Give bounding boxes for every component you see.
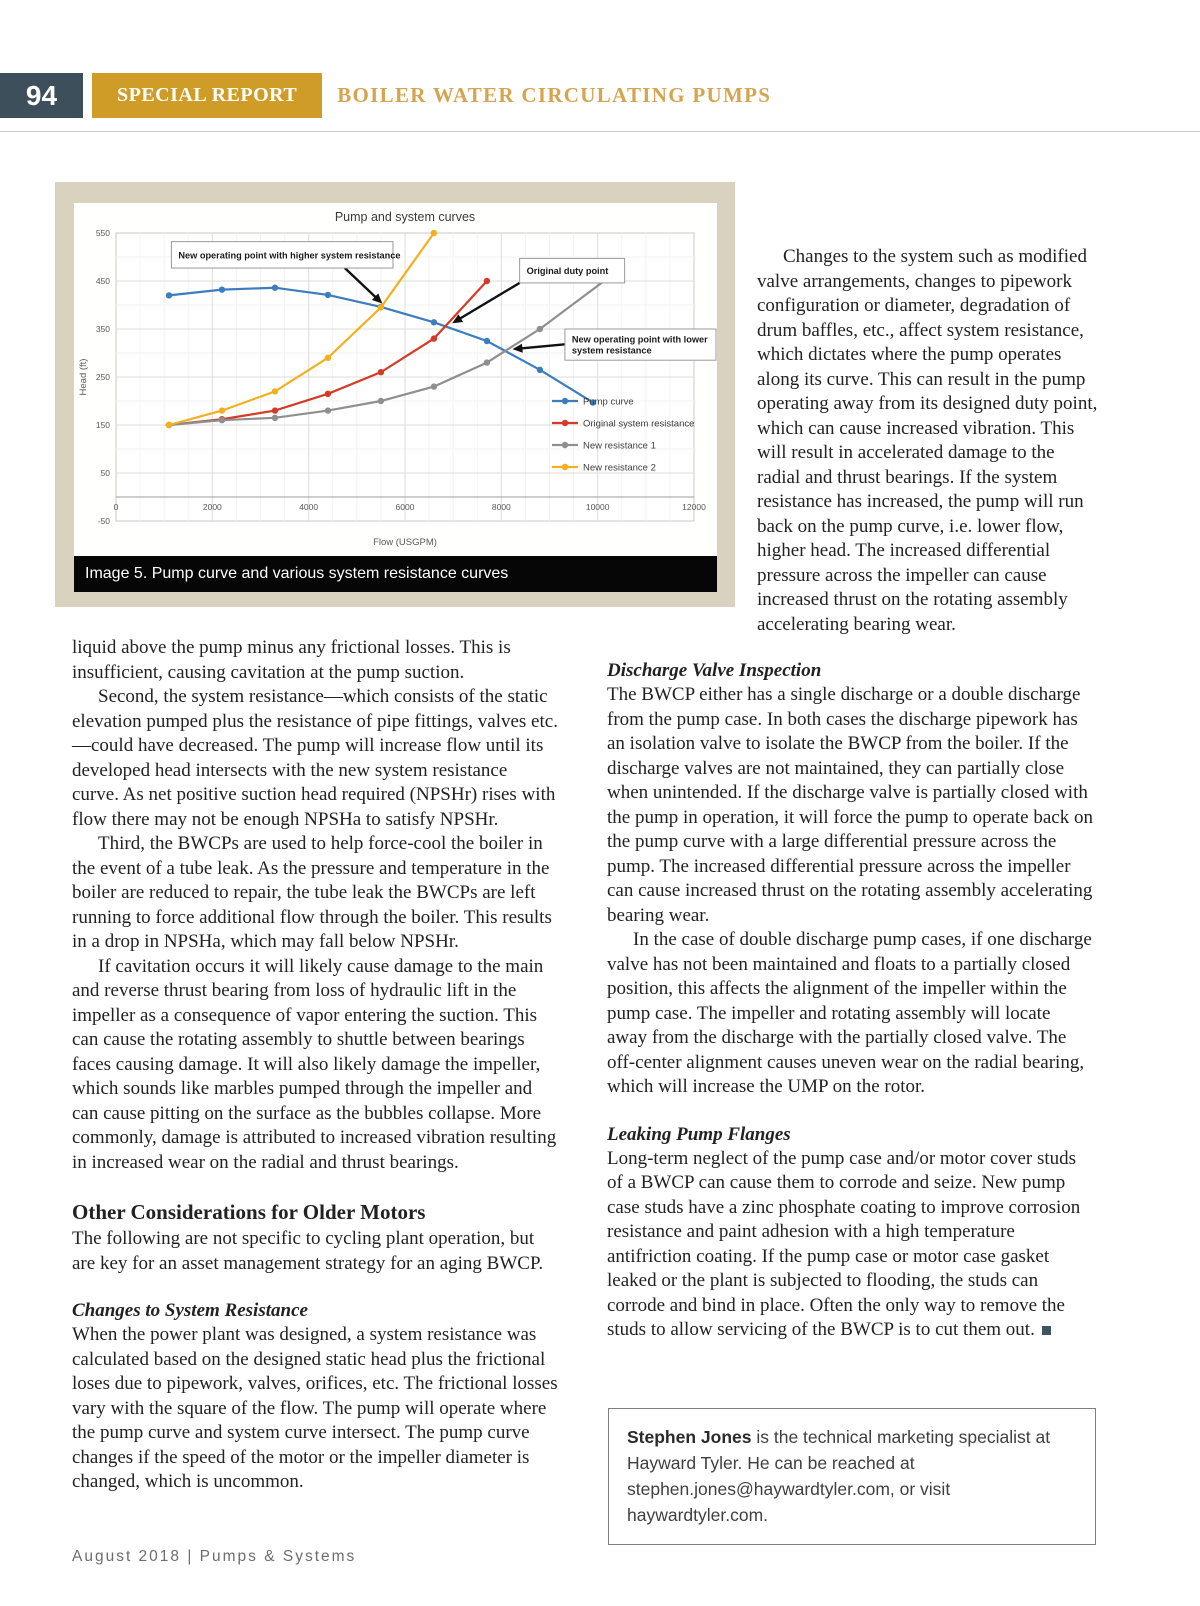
paragraph: liquid above the pump minus any friction… xyxy=(72,637,511,683)
svg-text:6000: 6000 xyxy=(396,502,415,512)
author-bio-box: Stephen Jones is the technical marketing… xyxy=(608,1408,1096,1545)
paragraph: If cavitation occurs it will likely caus… xyxy=(72,955,557,1173)
svg-text:New operating point with lower: New operating point with lower xyxy=(572,335,708,345)
svg-text:New resistance 1: New resistance 1 xyxy=(583,441,656,452)
svg-text:8000: 8000 xyxy=(492,502,511,512)
svg-text:Flow (USGPM): Flow (USGPM) xyxy=(373,537,437,548)
svg-text:Original system resistance: Original system resistance xyxy=(583,419,694,430)
svg-text:-50: -50 xyxy=(98,516,111,526)
paragraph: Changes to the system such as modified v… xyxy=(757,246,1098,635)
figure-caption: Image 5. Pump curve and various system r… xyxy=(74,556,717,592)
intro-paragraph-block: Changes to the system such as modified v… xyxy=(757,245,1098,637)
header-divider xyxy=(0,131,1200,132)
svg-text:350: 350 xyxy=(96,324,110,334)
svg-text:4000: 4000 xyxy=(299,502,318,512)
paragraph-text: Long-term neglect of the pump case and/o… xyxy=(607,1147,1081,1341)
svg-text:New resistance 2: New resistance 2 xyxy=(583,463,656,474)
svg-text:Pump curve: Pump curve xyxy=(583,397,634,408)
left-column: liquid above the pump minus any friction… xyxy=(72,636,558,1495)
svg-text:150: 150 xyxy=(96,420,110,430)
paragraph: Third, the BWCPs are used to help force-… xyxy=(72,833,552,952)
paragraph: Second, the system resistance—which cons… xyxy=(72,686,558,830)
author-bio-text: is the technical marketing specialist at… xyxy=(627,1427,1051,1525)
page-footer: August 2018 | Pumps & Systems xyxy=(72,1548,357,1565)
svg-text:50: 50 xyxy=(101,468,111,478)
svg-text:New operating point with highe: New operating point with higher system r… xyxy=(178,250,400,260)
special-report-badge: SPECIAL REPORT xyxy=(92,73,323,118)
svg-text:0: 0 xyxy=(114,502,119,512)
svg-text:2000: 2000 xyxy=(203,502,222,512)
svg-text:450: 450 xyxy=(96,276,110,286)
svg-text:550: 550 xyxy=(96,228,110,238)
paragraph: The BWCP either has a single discharge o… xyxy=(607,684,1093,926)
svg-text:10000: 10000 xyxy=(586,502,610,512)
subsection-heading: Leaking Pump Flanges xyxy=(607,1123,791,1145)
svg-text:Head (ft): Head (ft) xyxy=(78,359,89,396)
end-of-article-marker xyxy=(1041,1326,1051,1335)
paragraph: Long-term neglect of the pump case and/o… xyxy=(607,1147,1095,1343)
svg-text:system resistance: system resistance xyxy=(572,346,652,356)
figure-panel: -50 50 150 250 350 450 550 0 2000 4000 6000 8000 100… xyxy=(55,182,735,607)
svg-text:250: 250 xyxy=(96,372,110,382)
paragraph: The following are not specific to cyclin… xyxy=(72,1228,544,1274)
section-title: BOILER WATER CIRCULATING PUMPS xyxy=(337,83,772,107)
body-columns: liquid above the pump minus any friction… xyxy=(72,636,1095,1495)
subsection-heading: Discharge Valve Inspection xyxy=(607,660,822,681)
right-column: Discharge Valve Inspection The BWCP eith… xyxy=(607,636,1095,1495)
paragraph: In the case of double discharge pump cas… xyxy=(607,929,1092,1097)
svg-text:Original duty point: Original duty point xyxy=(527,266,609,276)
author-name: Stephen Jones xyxy=(627,1427,752,1447)
page-header: 94 SPECIAL REPORT BOILER WATER CIRCULATI… xyxy=(0,73,771,118)
page-number: 94 xyxy=(0,73,83,118)
section-heading: Other Considerations for Older Motors xyxy=(72,1200,426,1224)
pump-system-curves-chart: -50 50 150 250 350 450 550 0 2000 4000 6000 8000 100… xyxy=(74,203,717,556)
paragraph: When the power plant was designed, a sys… xyxy=(72,1324,558,1492)
svg-text:Pump and system curves: Pump and system curves xyxy=(335,210,475,224)
subsection-heading: Changes to System Resistance xyxy=(72,1300,308,1321)
svg-text:12000: 12000 xyxy=(682,502,706,512)
